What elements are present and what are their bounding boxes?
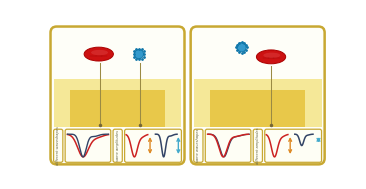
- Ellipse shape: [237, 43, 246, 52]
- Ellipse shape: [84, 47, 113, 61]
- Ellipse shape: [257, 50, 286, 64]
- FancyBboxPatch shape: [113, 129, 122, 162]
- FancyBboxPatch shape: [51, 26, 184, 164]
- Text: same amplitudes: same amplitudes: [116, 130, 120, 161]
- Polygon shape: [194, 79, 322, 127]
- Polygon shape: [70, 90, 165, 127]
- Text: different waveshapes: different waveshapes: [56, 126, 60, 165]
- Polygon shape: [210, 90, 305, 127]
- Text: same waveshapes: same waveshapes: [196, 129, 200, 162]
- FancyBboxPatch shape: [265, 129, 322, 162]
- FancyBboxPatch shape: [53, 129, 63, 162]
- FancyBboxPatch shape: [191, 26, 325, 164]
- Text: different amplitudes: different amplitudes: [256, 128, 260, 164]
- Ellipse shape: [264, 53, 280, 58]
- FancyBboxPatch shape: [194, 129, 203, 162]
- FancyBboxPatch shape: [65, 129, 111, 162]
- FancyBboxPatch shape: [124, 129, 182, 162]
- Ellipse shape: [134, 50, 143, 59]
- FancyBboxPatch shape: [205, 129, 251, 162]
- Polygon shape: [53, 79, 182, 127]
- Ellipse shape: [91, 50, 108, 55]
- FancyBboxPatch shape: [253, 129, 262, 162]
